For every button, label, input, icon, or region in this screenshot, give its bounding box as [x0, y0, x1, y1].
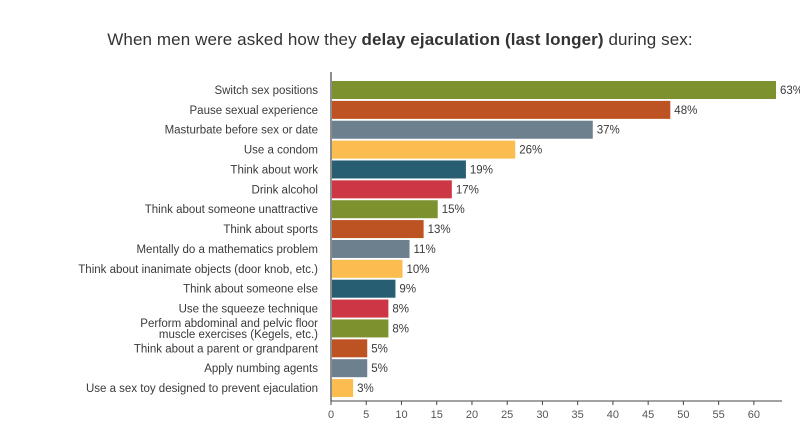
value-label: 8%: [392, 304, 409, 316]
value-label: 3%: [357, 383, 374, 395]
value-label: 10%: [406, 264, 429, 276]
value-label: 63%: [780, 85, 800, 97]
x-tick-label: 30: [536, 409, 548, 421]
bar: [332, 259, 403, 278]
bar: [332, 379, 354, 398]
bar: [332, 359, 368, 378]
title-post: during sex:: [603, 30, 693, 49]
x-tick-label: 10: [395, 409, 407, 421]
value-label: 26%: [519, 145, 542, 157]
x-tick-label: 0: [328, 409, 334, 421]
x-tick-label: 25: [501, 409, 513, 421]
bar: [332, 100, 671, 119]
value-label: 5%: [371, 363, 388, 375]
x-tick-label: 60: [748, 409, 760, 421]
title-bold: delay ejaculation (last longer): [361, 30, 604, 49]
category-label: Think about a parent or grandparent: [134, 343, 319, 355]
value-label: 17%: [456, 184, 479, 196]
bar: [332, 239, 410, 258]
bar: [332, 319, 389, 338]
x-tick-label: 55: [713, 409, 725, 421]
category-label: Pause sexual experience: [190, 105, 319, 117]
value-label: 19%: [470, 164, 493, 176]
bar: [332, 200, 438, 219]
category-label: Masturbate before sex or date: [165, 125, 318, 137]
chart-title: When men were asked how they delay ejacu…: [0, 30, 800, 50]
category-label: Use a sex toy designed to prevent ejacul…: [86, 383, 318, 395]
bar: [332, 180, 452, 199]
category-label: Switch sex positions: [214, 85, 318, 97]
x-tick-label: 15: [431, 409, 443, 421]
value-label: 8%: [392, 323, 409, 335]
value-label: 11%: [414, 244, 436, 256]
x-tick-label: 40: [607, 409, 619, 421]
value-label: 9%: [399, 284, 416, 296]
title-pre: When men were asked how they: [107, 30, 362, 49]
bar: [332, 339, 368, 358]
category-label: Think about work: [230, 164, 318, 176]
value-label: 5%: [371, 343, 388, 355]
x-tick-label: 50: [677, 409, 689, 421]
bar: [332, 299, 389, 318]
bar: [332, 279, 396, 298]
category-label: Perform abdominal and pelvic floor: [140, 318, 318, 330]
bar: [332, 220, 424, 239]
category-label: Think about someone else: [183, 284, 318, 296]
category-label: Think about inanimate objects (door knob…: [78, 264, 318, 276]
x-tick-label: 20: [466, 409, 478, 421]
bar: [332, 160, 466, 179]
category-label: Apply numbing agents: [204, 363, 318, 375]
category-label: Mentally do a mathematics problem: [136, 244, 318, 256]
category-label: Drink alcohol: [252, 184, 318, 196]
category-label: muscle exercises (Kegels, etc.): [159, 329, 318, 341]
value-label: 48%: [674, 105, 697, 117]
x-tick-label: 35: [572, 409, 584, 421]
value-label: 13%: [428, 224, 451, 236]
bar: [332, 120, 593, 139]
category-label: Use the squeeze technique: [179, 304, 318, 316]
bar: [332, 81, 777, 99]
value-label: 15%: [442, 204, 465, 216]
bar: [332, 140, 516, 159]
x-tick-label: 5: [363, 409, 369, 421]
category-label: Think about sports: [223, 224, 318, 236]
category-label: Use a condom: [244, 145, 318, 157]
x-tick-label: 45: [642, 409, 654, 421]
category-label: Think about someone unattractive: [145, 204, 318, 216]
value-label: 37%: [597, 125, 620, 137]
